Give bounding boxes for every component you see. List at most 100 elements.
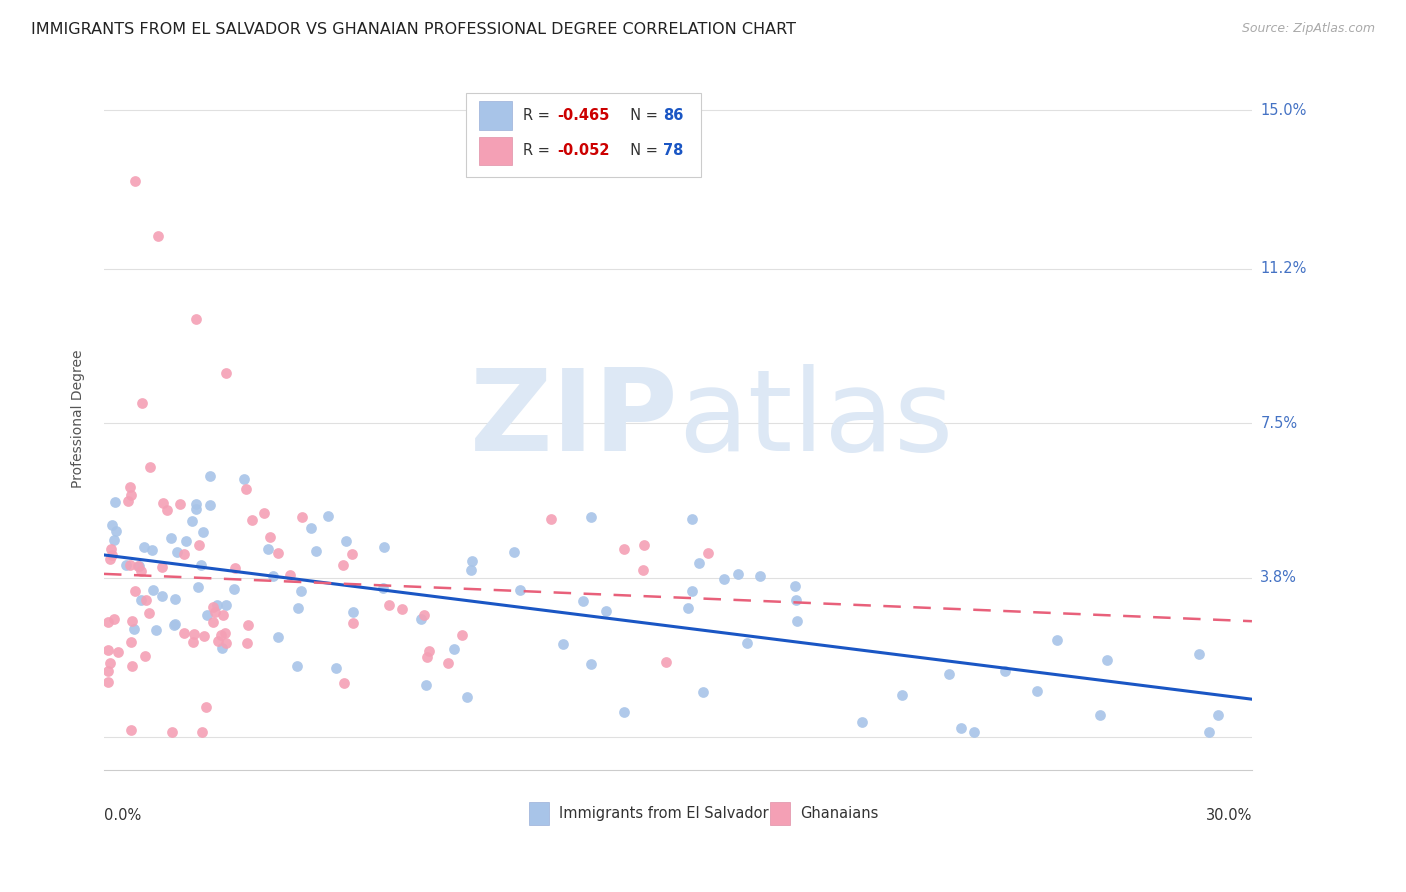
Point: [681, 583, 703, 598]
Point: [103, 612, 125, 626]
Point: [202, 615, 225, 629]
Point: [1090, 707, 1112, 722]
Point: [713, 572, 735, 586]
Bar: [770, 802, 790, 824]
Point: [215, 366, 238, 380]
Point: [299, 520, 322, 534]
Point: [150, 560, 173, 574]
Point: [186, 498, 208, 512]
Point: [412, 608, 434, 623]
Point: [994, 665, 1017, 679]
Point: [783, 579, 806, 593]
Point: [325, 660, 347, 674]
Point: [851, 714, 873, 729]
Point: [613, 541, 636, 556]
Point: [120, 488, 142, 502]
Point: [443, 641, 465, 656]
Text: -0.052: -0.052: [557, 143, 610, 158]
Point: [613, 705, 636, 719]
Point: [391, 602, 413, 616]
Point: [124, 174, 146, 188]
Point: [253, 507, 276, 521]
Point: [373, 540, 395, 554]
Point: [100, 517, 122, 532]
Point: [117, 494, 139, 508]
Point: [676, 601, 699, 615]
Point: [207, 634, 229, 648]
Point: [166, 545, 188, 559]
Point: [540, 512, 562, 526]
Point: [1188, 647, 1211, 661]
Point: [169, 497, 191, 511]
Point: [200, 498, 222, 512]
Point: [335, 534, 357, 549]
Point: [240, 512, 263, 526]
Point: [749, 569, 772, 583]
Point: [215, 636, 238, 650]
Point: [938, 667, 960, 681]
Point: [174, 533, 197, 548]
Point: [212, 608, 235, 623]
Point: [146, 228, 169, 243]
Text: 11.2%: 11.2%: [1260, 261, 1306, 277]
Point: [418, 644, 440, 658]
Point: [135, 593, 157, 607]
Point: [236, 636, 259, 650]
Point: [342, 615, 364, 630]
Point: [378, 598, 401, 612]
Point: [1046, 633, 1069, 648]
Point: [173, 547, 195, 561]
Point: [214, 625, 236, 640]
Point: [163, 616, 186, 631]
Bar: [479, 136, 512, 165]
Point: [204, 606, 226, 620]
Point: [191, 725, 214, 739]
Point: [163, 617, 186, 632]
Point: [100, 541, 122, 556]
Point: [124, 623, 146, 637]
Point: [257, 541, 280, 556]
Point: [188, 538, 211, 552]
Point: [1095, 653, 1118, 667]
Point: [198, 469, 221, 483]
Point: [211, 640, 233, 655]
Point: [145, 623, 167, 637]
Point: [786, 614, 808, 628]
Point: [129, 593, 152, 607]
Point: [97, 665, 120, 679]
Bar: [479, 102, 512, 129]
Point: [100, 552, 122, 566]
Point: [124, 583, 146, 598]
Point: [193, 524, 215, 539]
Point: [134, 649, 156, 664]
Point: [291, 509, 314, 524]
Text: R =: R =: [523, 108, 554, 123]
Bar: [529, 802, 550, 824]
Point: [142, 583, 165, 598]
Point: [1025, 684, 1047, 698]
Text: R =: R =: [523, 143, 554, 158]
Text: N =: N =: [620, 143, 662, 158]
Point: [262, 569, 284, 583]
Text: ZIP: ZIP: [470, 364, 678, 475]
Point: [332, 558, 354, 572]
Point: [290, 584, 312, 599]
Point: [104, 495, 127, 509]
Text: 78: 78: [664, 143, 683, 158]
Point: [509, 583, 531, 598]
Point: [224, 582, 246, 596]
Point: [165, 591, 187, 606]
Point: [118, 558, 141, 573]
Point: [159, 531, 181, 545]
Point: [371, 581, 394, 595]
Point: [155, 503, 177, 517]
Text: 0.0%: 0.0%: [104, 808, 141, 823]
Point: [267, 546, 290, 560]
Point: [333, 676, 356, 690]
Point: [891, 689, 914, 703]
Text: Source: ZipAtlas.com: Source: ZipAtlas.com: [1241, 22, 1375, 36]
Point: [97, 643, 120, 657]
Point: [655, 655, 678, 669]
Point: [681, 512, 703, 526]
Point: [316, 508, 339, 523]
